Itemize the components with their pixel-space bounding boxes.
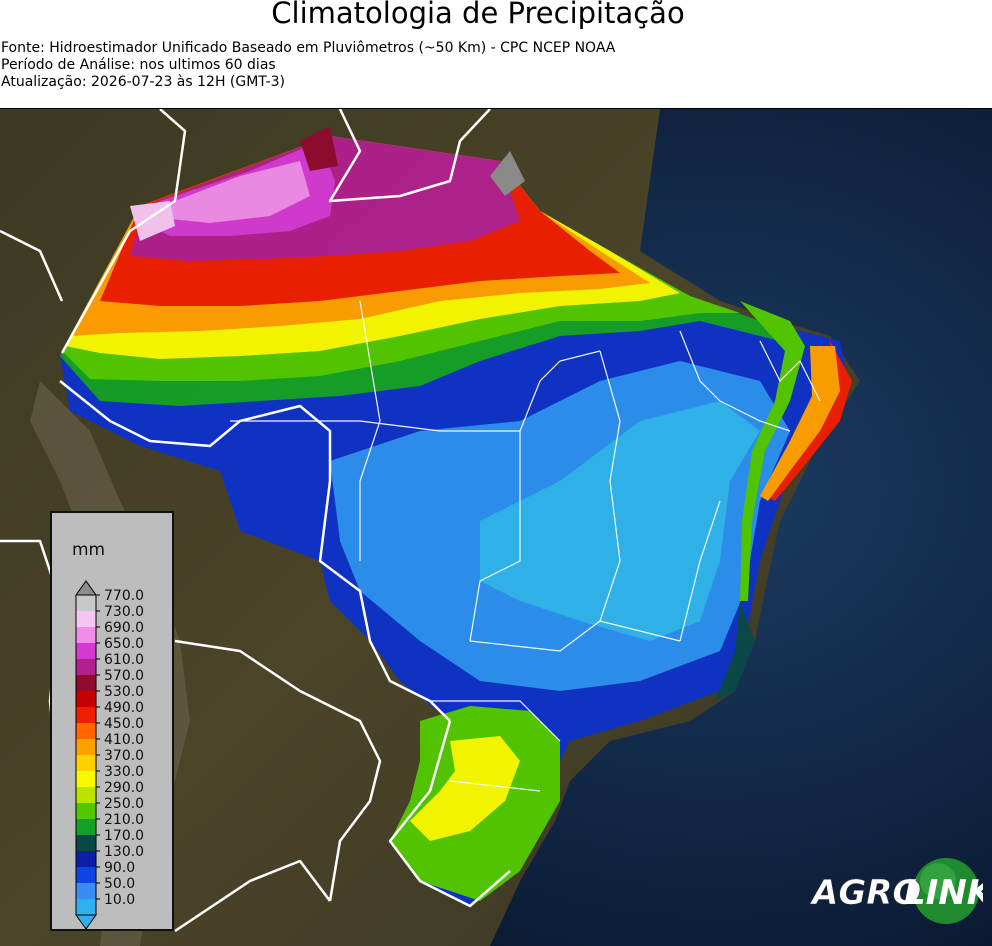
colorbar-tick-label: 10.0 — [104, 892, 135, 908]
colorbar: 770.0730.0690.0650.0610.0570.0530.0490.0… — [75, 580, 144, 930]
colorbar-tick-label: 370.0 — [104, 748, 144, 764]
colorbar-tick-label: 770.0 — [104, 588, 144, 604]
colorbar-tick-label: 450.0 — [104, 716, 144, 732]
colorbar-tick-label: 650.0 — [104, 636, 144, 652]
agrolink-logo: AGRO LINK — [809, 858, 983, 924]
update-line: Atualização: 2026-07-23 às 12H (GMT-3) — [1, 74, 285, 90]
period-line: Período de Análise: nos ultimos 60 dias — [1, 57, 276, 73]
colorbar-tick-label: 170.0 — [104, 828, 144, 844]
source-line: Fonte: Hidroestimador Unificado Baseado … — [1, 40, 616, 56]
colorbar-cell — [76, 643, 96, 659]
colorbar-cell — [76, 835, 96, 851]
page-title: Climatologia de Precipitação — [271, 0, 685, 30]
map-canvas — [0, 109, 992, 946]
colorbar-bottom-extend — [75, 914, 97, 930]
colorbar-tick-label: 410.0 — [104, 732, 144, 748]
colorbar-cell — [76, 739, 96, 755]
colorbar-cell — [76, 851, 96, 867]
precip-field — [60, 126, 852, 906]
colorbar-tick-label: 490.0 — [104, 700, 144, 716]
colorbar-tick-label: 730.0 — [104, 604, 144, 620]
colorbar-cell — [76, 707, 96, 723]
colorbar-cell — [76, 883, 96, 899]
colorbar-cell — [76, 803, 96, 819]
colorbar-cell — [76, 819, 96, 835]
colorbar-tick-label: 530.0 — [104, 684, 144, 700]
colorbar-cell — [76, 595, 96, 611]
colorbar-tick-label: 210.0 — [104, 812, 144, 828]
colorbar-cell — [76, 723, 96, 739]
precipitation-map[interactable]: mm 770.0 730.0 690.0 650.0 610.0 570.0 530.0 49… — [0, 108, 992, 946]
colorbar-legend: mm 770.0 730.0 690.0 650.0 610.0 570.0 530.0 49… — [50, 511, 174, 931]
legend-unit: mm — [72, 540, 106, 560]
colorbar-cell — [76, 659, 96, 675]
colorbar-cell — [76, 755, 96, 771]
logo-text-right: LINK — [904, 873, 983, 913]
colorbar-tick-label: 290.0 — [104, 780, 144, 796]
colorbar-tick-label: 250.0 — [104, 796, 144, 812]
logo-text-left: AGRO — [809, 873, 921, 913]
colorbar-tick-label: 690.0 — [104, 620, 144, 636]
colorbar-tick-label: 610.0 — [104, 652, 144, 668]
colorbar-cell — [76, 611, 96, 627]
colorbar-tick-label: 570.0 — [104, 668, 144, 684]
colorbar-cell — [76, 691, 96, 707]
colorbar-cell — [76, 771, 96, 787]
colorbar-tick-label: 90.0 — [104, 860, 135, 876]
state-borders — [230, 300, 821, 792]
colorbar-cell — [76, 627, 96, 643]
colorbar-cell — [76, 675, 96, 691]
colorbar-cell — [76, 787, 96, 803]
colorbar-cell — [76, 867, 96, 883]
colorbar-cell — [76, 899, 96, 915]
colorbar-tick-label: 130.0 — [104, 844, 144, 860]
colorbar-tick-label: 330.0 — [104, 764, 144, 780]
colorbar-tick-label: 50.0 — [104, 876, 135, 892]
colorbar-top-extend — [75, 580, 97, 596]
